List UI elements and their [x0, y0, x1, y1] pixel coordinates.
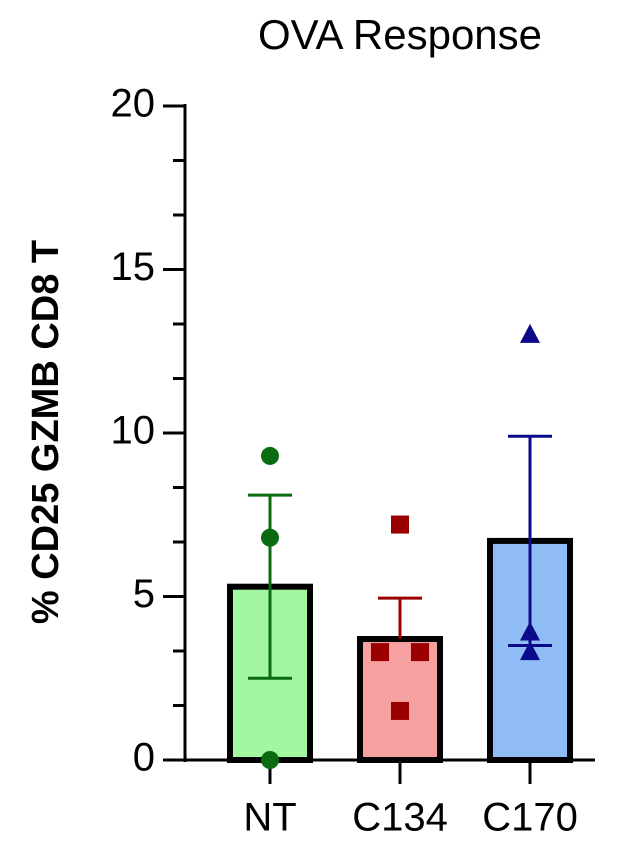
data-point: [391, 701, 409, 720]
y-tick-label: 20: [111, 82, 156, 126]
y-tick-label: 10: [111, 409, 156, 453]
data-point: [391, 515, 409, 534]
data-point: [261, 528, 279, 547]
y-tick-label: 0: [133, 736, 155, 780]
chart-title: OVA Response: [258, 11, 542, 58]
data-point: [520, 323, 540, 343]
data-point: [261, 446, 279, 465]
y-tick-label: 15: [111, 245, 156, 289]
x-tick-label: C170: [482, 796, 578, 840]
x-tick-label: NT: [243, 796, 296, 840]
x-tick-label: C134: [352, 796, 448, 840]
data-point: [411, 643, 429, 662]
y-axis-label: % CD25 GZMB CD8 T: [25, 240, 67, 624]
data-point: [520, 641, 540, 661]
data-point: [520, 621, 540, 641]
data-point: [371, 643, 389, 662]
y-tick-label: 5: [133, 572, 155, 616]
data-point: [261, 751, 279, 769]
